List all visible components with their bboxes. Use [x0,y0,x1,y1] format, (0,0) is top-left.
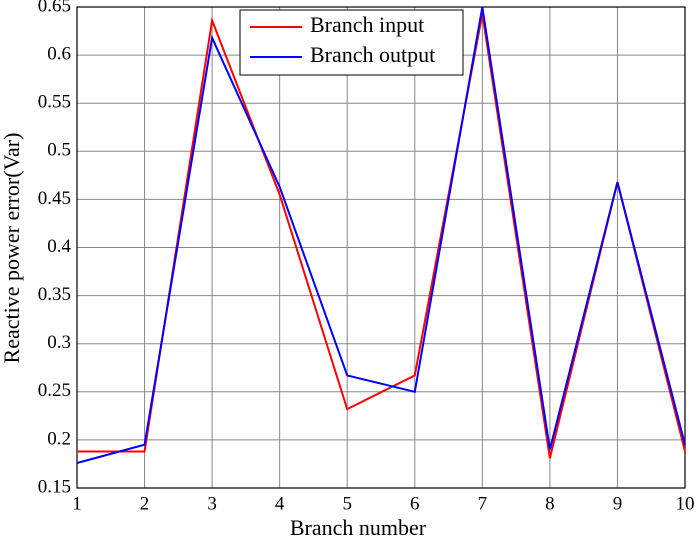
y-tick-label: 0.4 [47,236,71,257]
x-tick-label: 4 [275,493,285,514]
y-tick-label: 0.5 [47,140,71,161]
y-tick-label: 0.2 [47,428,71,449]
plot-frame [76,6,686,489]
legend-box [239,9,464,76]
x-axis-label: Branch number [290,515,427,540]
x-tick-label: 5 [342,493,352,514]
x-tick-label: 3 [207,493,217,514]
legend-label: Branch input [310,12,424,37]
x-tick-label: 1 [72,493,82,514]
y-tick-label: 0.3 [47,332,71,353]
x-tick-label: 9 [613,493,623,514]
y-axis-label: Reactive power error(Var) [0,133,24,364]
x-tick-label: 2 [140,493,150,514]
y-tick-label: 0.6 [47,43,71,64]
y-tick-label: 0.25 [38,380,71,401]
y-tick-label: 0.15 [38,476,71,497]
legend-label: Branch output [310,42,435,67]
x-tick-label: 7 [478,493,488,514]
y-tick-label: 0.35 [38,284,71,305]
y-tick-label: 0.55 [38,92,71,113]
y-tick-label: 0.65 [38,0,71,16]
x-tick-label: 6 [410,493,420,514]
x-tick-label: 8 [545,493,555,514]
y-tick-label: 0.45 [38,188,71,209]
x-tick-label: 10 [676,493,695,514]
data-line [76,6,686,464]
